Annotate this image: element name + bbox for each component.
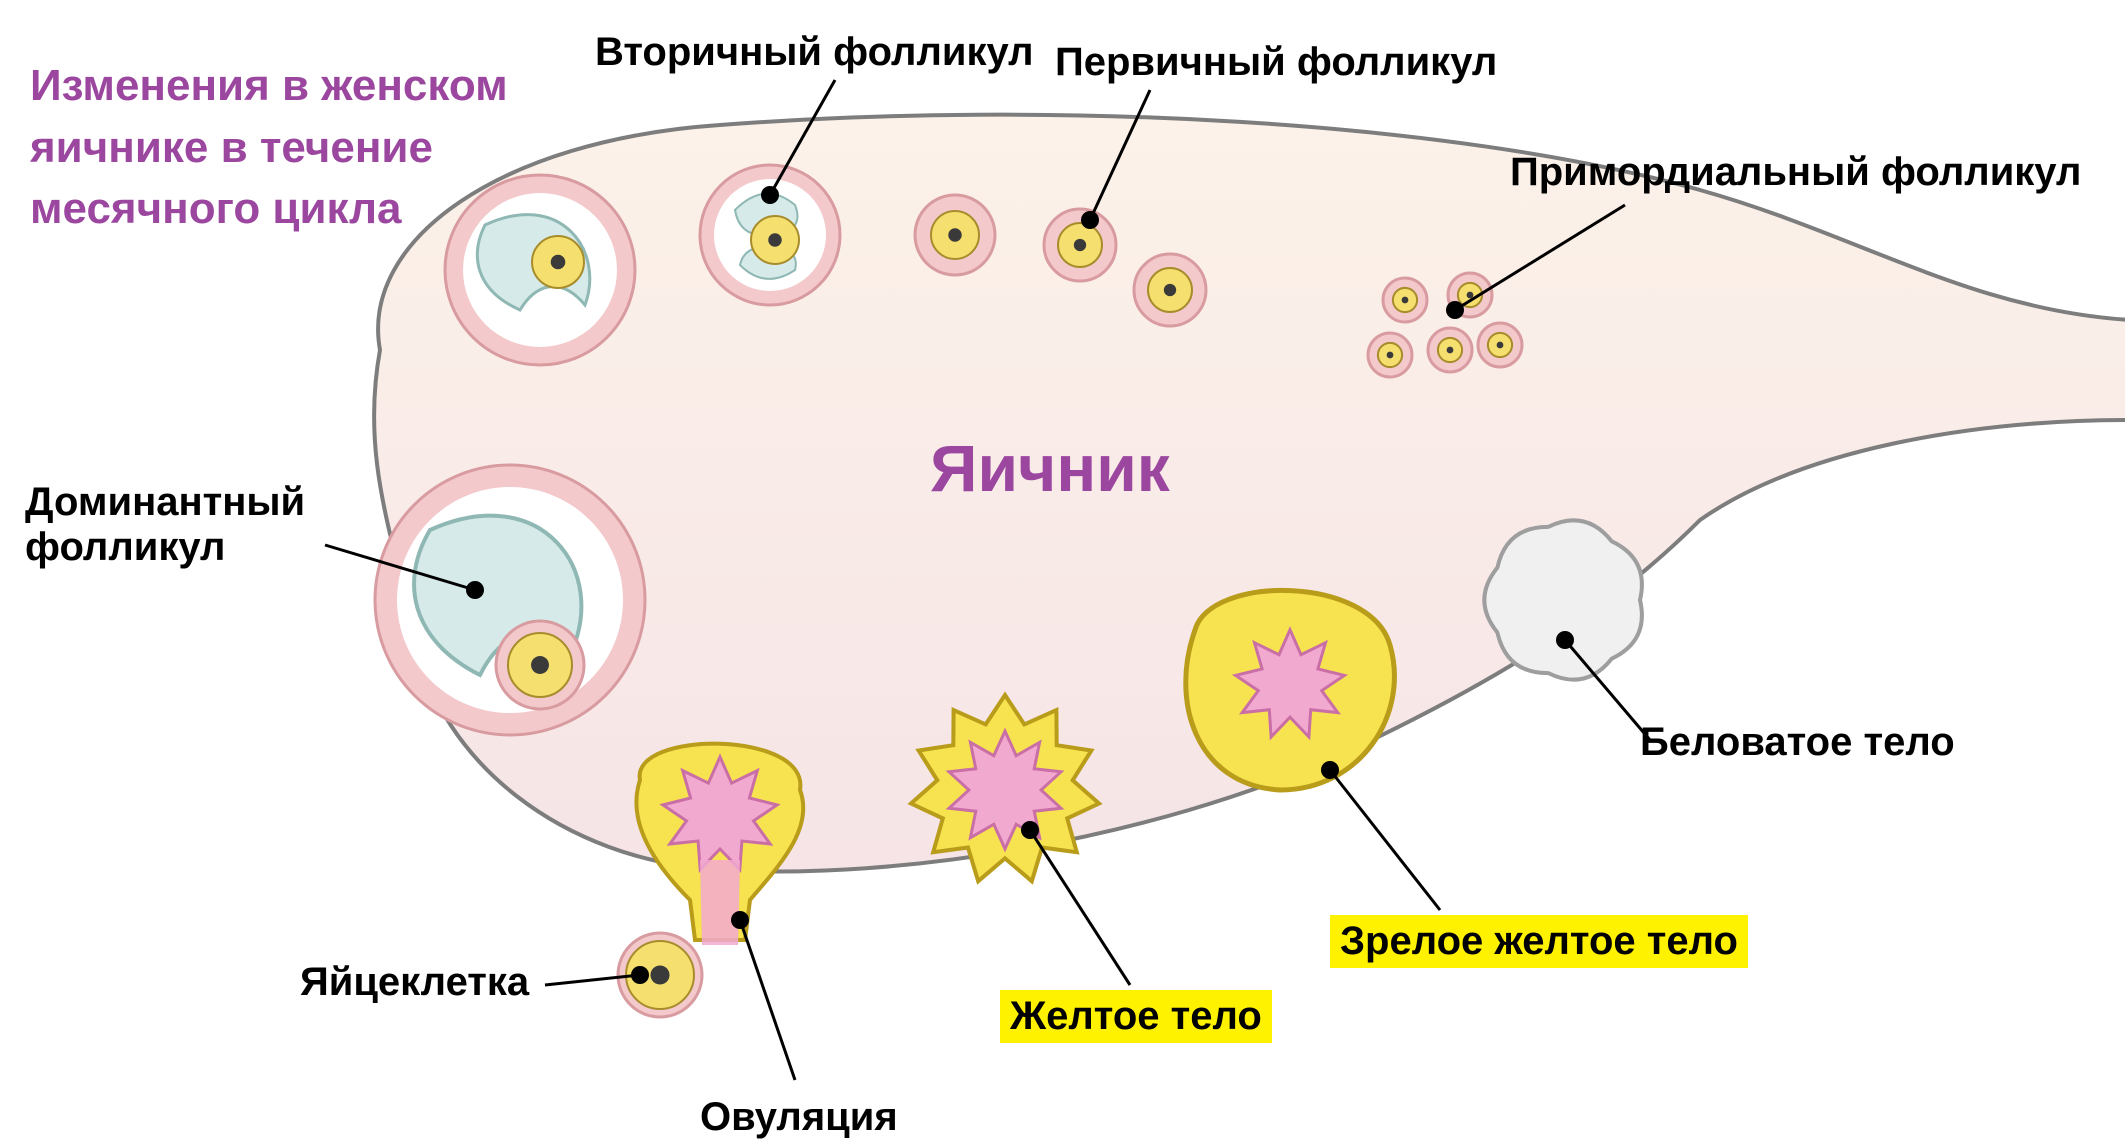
label-corpus-luteum: Желтое тело <box>1000 990 1272 1043</box>
leader-dot <box>761 186 779 204</box>
leader-line <box>740 920 795 1080</box>
leader-dot <box>466 581 484 599</box>
dominant-follicle <box>375 465 645 735</box>
label-ovulation: Овуляция <box>700 1095 898 1140</box>
leader-line <box>1330 770 1440 910</box>
primary-follicle-1 <box>1044 209 1116 281</box>
leader-dot <box>1021 821 1039 839</box>
leader-dot <box>731 911 749 929</box>
leader-dot <box>631 966 649 984</box>
label-primary-follicle: Первичный фолликул <box>1055 40 1497 85</box>
label-mature-corpus-luteum: Зрелое желтое тело <box>1330 915 1748 968</box>
label-primordial-follicle: Примордиальный фолликул <box>1510 150 2081 195</box>
leader-dot <box>1081 211 1099 229</box>
label-ovum: Яйцеклетка <box>300 960 529 1005</box>
corpus-luteum-mature <box>1186 590 1395 790</box>
label-secondary-follicle: Вторичный фолликул <box>595 30 1034 75</box>
leader-dot <box>1321 761 1339 779</box>
primary-follicle-3 <box>915 195 995 275</box>
leader-dot <box>1556 631 1574 649</box>
primary-follicle-2 <box>1134 254 1206 326</box>
label-dominant-follicle: Доминантный фолликул <box>25 480 305 570</box>
ovulation <box>636 744 803 945</box>
corpus-albicans <box>1484 520 1642 679</box>
leader-dot <box>1446 301 1464 319</box>
diagram-title: Изменения в женском яичнике в течение ме… <box>30 55 530 240</box>
label-corpus-albicans: Беловатое тело <box>1640 720 1955 765</box>
ovary-center-label: Яичник <box>930 430 1170 506</box>
leader-line <box>1030 830 1130 985</box>
